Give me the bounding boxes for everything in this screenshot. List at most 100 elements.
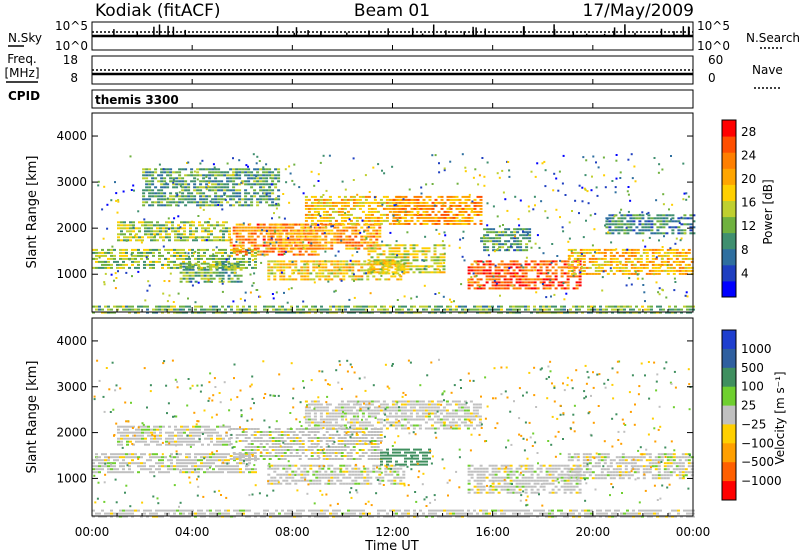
velocity-colorbar-tick-3: 25 [741, 399, 756, 413]
nave-label: Nave [752, 63, 783, 77]
power-colorbar-swatch-1 [722, 264, 736, 282]
cpid-panel: CPID themis 3300 [8, 89, 694, 109]
power-colorbar-swatch-4 [722, 216, 736, 234]
velocity-colorbar-tick-0: 1000 [741, 342, 772, 356]
velocity-colorbar-swatch-0 [722, 330, 736, 350]
power-band-14 [92, 305, 695, 314]
velocity-band-0 [92, 453, 257, 474]
power-scatter [97, 153, 690, 304]
x-axis-label: Time UT [364, 539, 418, 554]
velocity-colorbar-swatch-4 [722, 405, 736, 425]
power-colorbar-tick-2: 12 [741, 219, 756, 233]
power-ytick-label-0: 1000 [56, 267, 87, 281]
velocity-colorbar-swatch-3 [722, 386, 736, 407]
power-band-4 [267, 223, 382, 250]
power-colorbar-swatch-5 [722, 200, 736, 218]
power-ytick-label-2: 3000 [56, 175, 87, 189]
power-colorbar: 4 8 12 16 20 24 28 [721, 119, 756, 298]
station-title: Kodiak (fitACF) [95, 1, 221, 21]
noise-left-label: N.Sky [8, 31, 42, 45]
velocity-ytick-label-3: 4000 [56, 334, 87, 348]
power-band-6 [304, 195, 407, 225]
power-band-10 [480, 228, 532, 252]
power-colorbar-swatch-3 [722, 232, 736, 250]
power-band-2 [179, 262, 243, 283]
noise-spikes [113, 24, 690, 36]
power-colorbar-swatch-10 [722, 120, 736, 137]
beam-title: Beam 01 [354, 1, 430, 21]
noise-left-tick-high: 10^5 [55, 19, 88, 33]
velocity-colorbar-tick-1: 500 [741, 361, 764, 375]
velocity-colorbar-swatch-6 [722, 443, 736, 463]
velocity-colorbar: 1000 500 100 25 −25 −100 −500 −1000 [721, 329, 782, 501]
freq-tick-low: 8 [70, 71, 78, 85]
power-band-13 [605, 214, 696, 235]
velocity-colorbar-tick-6: −500 [741, 455, 774, 469]
power-colorbar-swatch-9 [722, 136, 736, 153]
freq-tick-high: 18 [63, 53, 78, 67]
power-colorbar-swatch-7 [722, 168, 736, 185]
x-tick-label-3: 12:00 [375, 525, 410, 539]
x-tick-label-4: 16:00 [475, 525, 510, 539]
cpid-value: themis 3300 [95, 93, 179, 107]
date-title: 17/May/2009 [583, 1, 695, 21]
power-band-9 [467, 260, 582, 290]
velocity-colorbar-tick-2: 100 [741, 380, 764, 394]
power-band-5 [267, 260, 406, 281]
power-ylabel: Slant Range [km] [25, 156, 40, 269]
noise-left-tick-low: 10^0 [55, 39, 88, 53]
power-colorbar-swatch-6 [722, 184, 736, 201]
nave-tick-high: 60 [708, 53, 723, 67]
velocity-y-axis: 1000 2000 3000 4000 [56, 334, 693, 485]
velocity-band-2 [229, 428, 383, 460]
power-colorbar-tick-1: 8 [741, 243, 749, 257]
velocity-ytick-label-1: 2000 [56, 426, 87, 440]
power-panel: 1000 2000 3000 4000 Slant Range [km] 4 8 12 16… [25, 112, 775, 314]
noise-right-tick-low: 10^0 [697, 39, 730, 53]
velocity-panel: 1000 2000 3000 4000 Slant Range [km] 1000 50… [25, 317, 787, 518]
velocity-colorbar-tick-5: −100 [741, 436, 774, 450]
velocity-band-3 [267, 464, 406, 485]
velocity-colorbar-tick-4: −25 [741, 417, 766, 431]
velocity-marks [92, 358, 695, 518]
power-colorbar-tick-4: 20 [741, 172, 756, 186]
velocity-colorbar-label: Velocity [m s⁻¹] [773, 371, 787, 464]
noise-panel: N.Sky 10^5 10^0 10^5 10^0 N.Search [8, 19, 800, 53]
power-y-axis: 1000 2000 3000 4000 [56, 129, 693, 281]
power-colorbar-swatch-8 [722, 152, 736, 169]
x-tick-label-5: 20:00 [576, 525, 611, 539]
velocity-ytick-label-0: 1000 [56, 471, 87, 485]
velocity-band-7 [567, 453, 694, 480]
power-colorbar-swatch-2 [722, 248, 736, 266]
power-colorbar-tick-5: 24 [741, 148, 756, 162]
freq-left-units: [MHz] [4, 66, 39, 80]
velocity-scatter [93, 358, 692, 508]
freq-left-label: Freq. [7, 52, 37, 66]
velocity-ytick-label-2: 3000 [56, 380, 87, 394]
noise-right-tick-high: 10^5 [697, 19, 730, 33]
nave-tick-low: 0 [708, 71, 716, 85]
power-band-7 [392, 195, 483, 225]
velocity-band-1 [117, 425, 231, 446]
x-tick-label-6: 00:00 [676, 525, 711, 539]
power-band-0 [92, 248, 257, 269]
power-band-11 [567, 248, 694, 275]
power-colorbar-tick-6: 28 [741, 125, 756, 139]
x-tick-label-2: 08:00 [275, 525, 310, 539]
velocity-band-8 [92, 509, 695, 518]
power-colorbar-swatch-0 [722, 280, 736, 298]
power-ytick-label-3: 4000 [56, 129, 87, 143]
velocity-colorbar-swatch-5 [722, 424, 736, 444]
cpid-label: CPID [8, 89, 40, 103]
velocity-colorbar-swatch-7 [722, 462, 736, 482]
velocity-ylabel: Slant Range [km] [25, 361, 40, 474]
freq-panel: Freq. [MHz] 18 8 60 0 Nave [4, 52, 783, 89]
velocity-colorbar-swatch-8 [722, 481, 736, 501]
velocity-colorbar-swatch-2 [722, 367, 736, 388]
power-band-12 [142, 168, 281, 207]
power-marks [92, 153, 696, 314]
velocity-band-5 [380, 448, 431, 466]
power-band-8 [367, 244, 446, 274]
velocity-band-4 [304, 400, 482, 430]
